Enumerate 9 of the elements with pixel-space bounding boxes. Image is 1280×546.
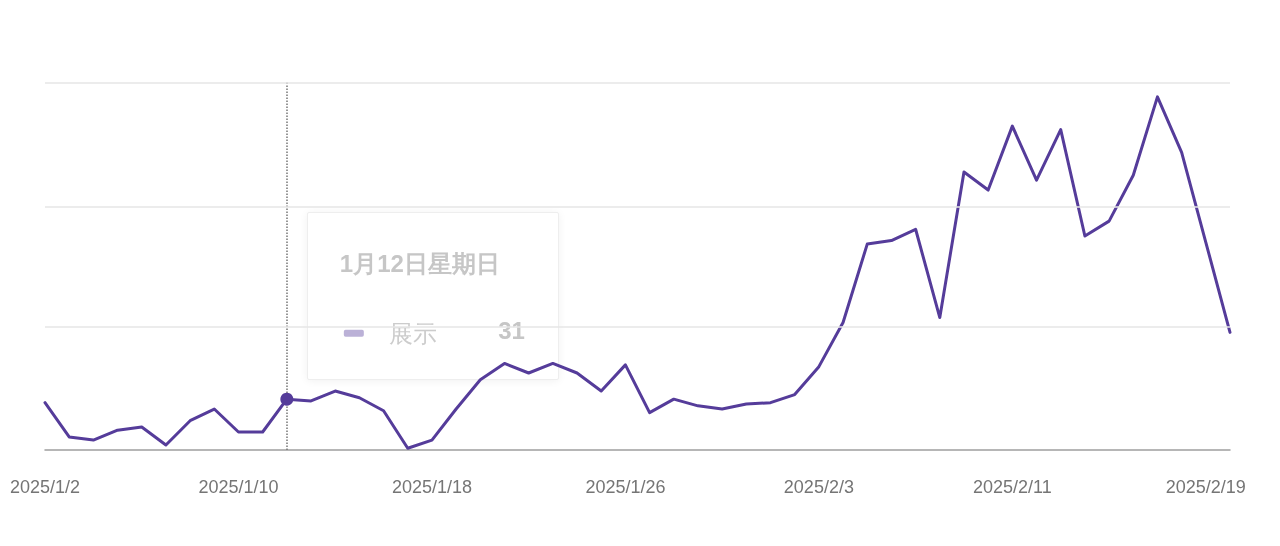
annotation: 1月12日星期日	[339, 249, 500, 277]
x-tick-label: 2025/1/10	[198, 477, 279, 497]
x-tick-label: 2025/1/2	[9, 477, 81, 497]
x-tick-label: 2025/2/3	[783, 477, 854, 497]
x-tick-label: 2025/2/11	[972, 477, 1052, 497]
x-tick-label: 2025/1/26	[585, 477, 666, 497]
x-tick-label: 2025/2/19	[1165, 477, 1246, 497]
x-tick-label: 2025/1/18	[391, 477, 472, 497]
annotation: 31	[498, 316, 525, 344]
